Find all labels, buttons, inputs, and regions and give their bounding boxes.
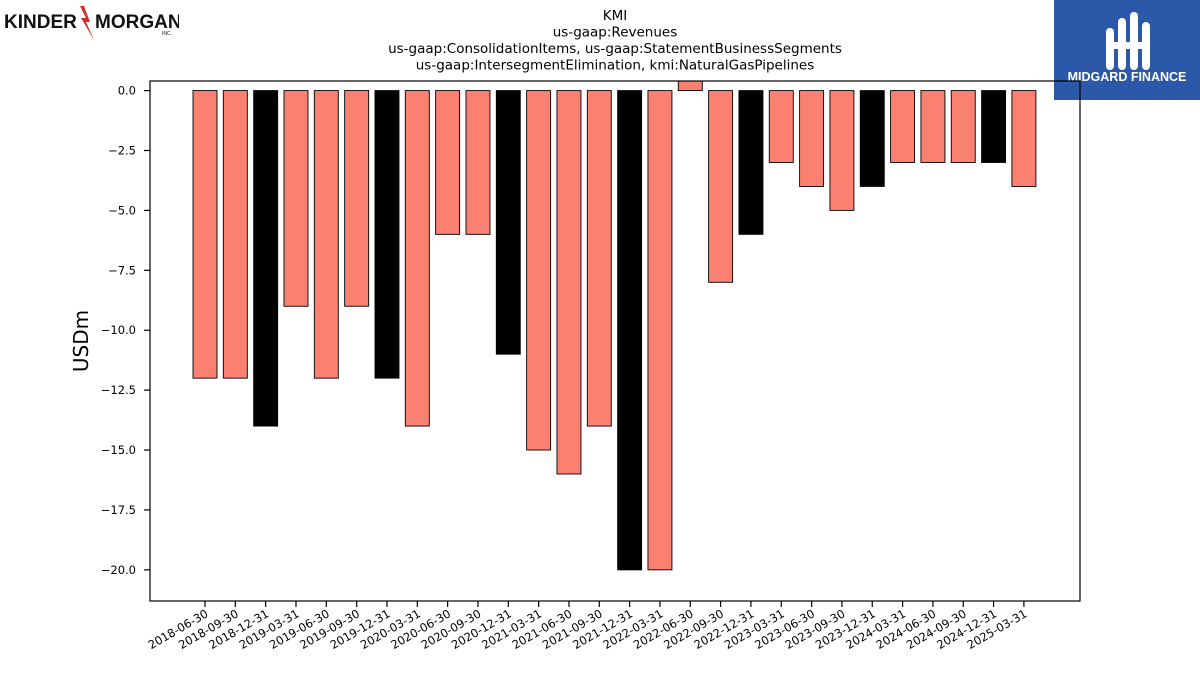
y-axis-label: USDm: [69, 310, 93, 372]
bar: [768, 90, 794, 163]
bars: [192, 80, 1037, 571]
bar: [799, 90, 825, 187]
logo-background: [1054, 0, 1200, 100]
y-tick-label: −5.0: [108, 203, 136, 217]
bar: [283, 90, 309, 307]
logo-text-morgan: MORGAN: [95, 12, 179, 33]
bar: [374, 90, 400, 379]
bar: [344, 90, 370, 307]
chart-title-line: us-gaap:Revenues: [553, 25, 678, 41]
bar: [1011, 90, 1037, 187]
kinder-morgan-logo: KINDER MORGAN INC.: [4, 6, 179, 40]
midgard-finance-logo: MIDGARD FINANCE: [1054, 0, 1200, 100]
bar: [950, 90, 976, 163]
bar: [677, 80, 703, 92]
bar: [859, 90, 885, 187]
bar: [435, 90, 461, 235]
bar: [526, 90, 552, 451]
chart-title: KMIus-gaap:Revenuesus-gaap:Consolidation…: [388, 8, 842, 74]
bar: [920, 90, 946, 163]
bar: [495, 90, 521, 355]
midgard-monogram-icon: [1106, 12, 1150, 70]
bar: [192, 90, 218, 379]
x-axis: 2018-06-302018-09-302018-12-312019-03-31…: [146, 601, 1029, 652]
logo-text-kinder: KINDER: [4, 12, 77, 33]
bar: [253, 90, 279, 427]
bar: [404, 90, 430, 427]
axes-frame: [149, 80, 1081, 602]
logo-text-inc: INC.: [162, 31, 172, 37]
bar: [313, 90, 339, 379]
bar: [222, 90, 248, 379]
bar: [738, 90, 764, 235]
bar: [617, 90, 643, 571]
bar: [708, 90, 734, 283]
chart-title-line: us-gaap:IntersegmentElimination, kmi:Nat…: [416, 58, 815, 74]
y-tick-label: −17.5: [101, 503, 136, 517]
bar: [465, 90, 491, 235]
chart-title-line: KMI: [603, 8, 627, 24]
bar: [890, 90, 916, 163]
bar: [981, 90, 1007, 163]
y-tick-label: −15.0: [101, 443, 136, 457]
bar: [829, 90, 855, 211]
y-tick-label: −10.0: [101, 323, 136, 337]
y-axis: 0.0 −2.5 −5.0 −7.5 −10.0 −12.5 −15.0 −17.5 −20.0: [101, 84, 150, 577]
bar: [556, 90, 582, 475]
y-tick-label: −12.5: [101, 383, 136, 397]
y-tick-label: 0.0: [118, 84, 136, 98]
logo-text-midgard: MIDGARD FINANCE: [1068, 70, 1187, 84]
y-tick-label: −7.5: [108, 263, 136, 277]
y-tick-label: −20.0: [101, 563, 136, 577]
chart-title-line: us-gaap:ConsolidationItems, us-gaap:Stat…: [388, 41, 842, 57]
bar: [586, 90, 612, 427]
bar: [647, 90, 673, 571]
y-tick-label: −2.5: [108, 143, 136, 157]
